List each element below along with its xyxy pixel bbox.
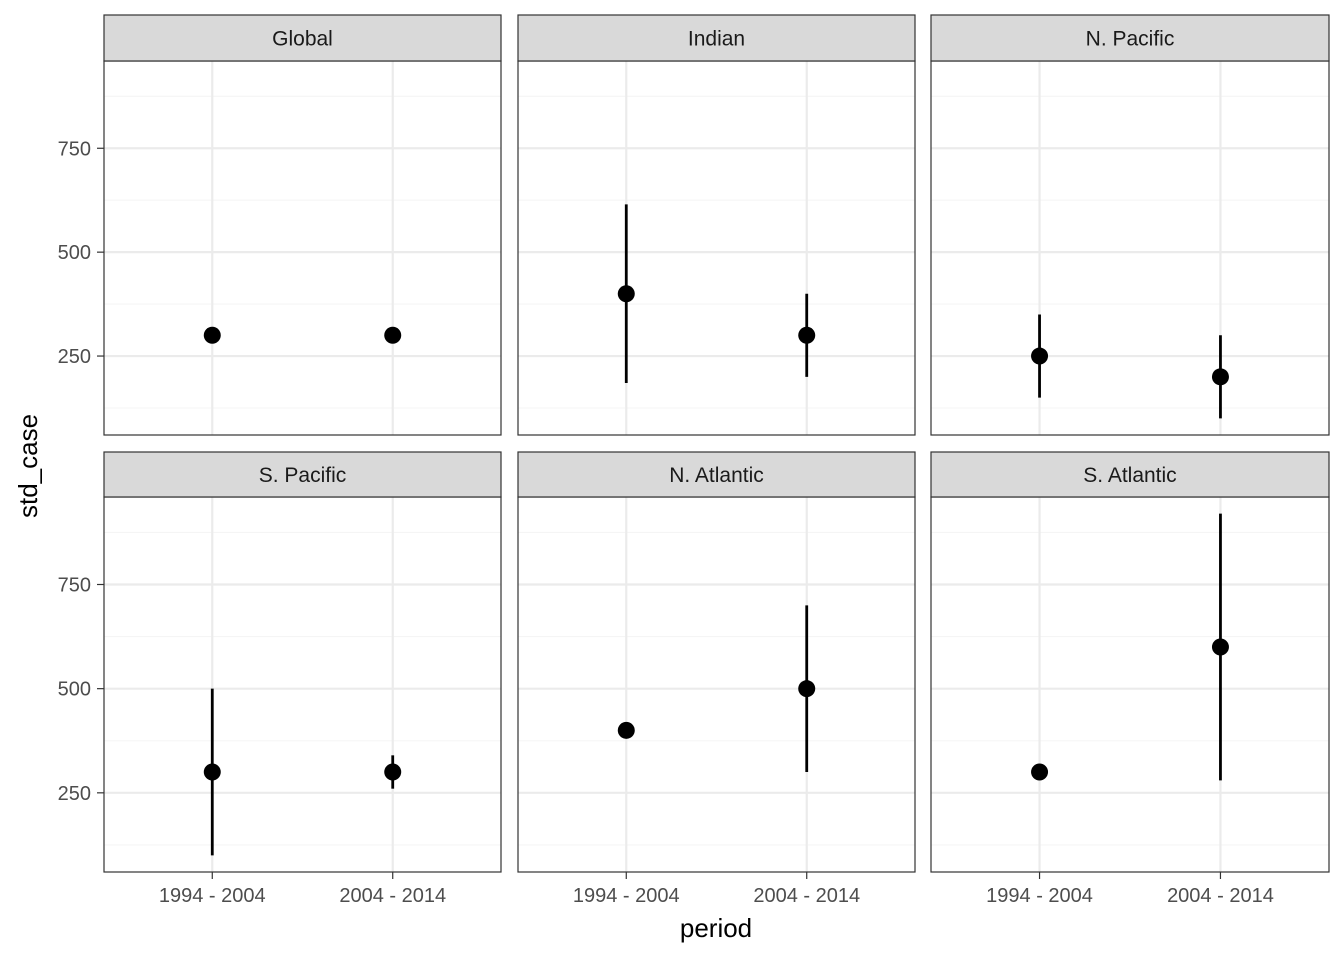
y-axis: 250 500 750 250 500 750 (58, 138, 104, 805)
y-tick-label: 250 (58, 346, 91, 368)
facet-strip (517, 451, 916, 498)
facet-panel-1: Indian (517, 14, 916, 436)
facet-strip-label: Global (272, 28, 333, 51)
data-point (798, 680, 816, 698)
facet-strip-label: Indian (688, 28, 745, 51)
y-tick-label: 750 (58, 575, 91, 597)
facet-strip (930, 14, 1330, 62)
data-point (384, 763, 402, 781)
facet-strip-label: S. Atlantic (1083, 464, 1176, 487)
x-tick-label: 1994 - 2004 (573, 885, 680, 907)
panel-background (104, 61, 501, 435)
data-point (617, 285, 635, 303)
x-axis: 1994 - 2004 2004 - 2014 1994 - 2004 2004 - … (159, 872, 1274, 907)
facet-strip-label: N. Pacific (1086, 28, 1175, 51)
data-point (798, 326, 816, 344)
data-point (617, 721, 635, 739)
x-tick-label: 1994 - 2004 (159, 885, 266, 907)
data-point (1031, 347, 1049, 365)
data-point (384, 326, 402, 344)
panel-background (518, 61, 915, 435)
x-tick-label: 1994 - 2004 (986, 885, 1093, 907)
y-axis-title: std_case (13, 414, 43, 518)
facet-panel-2: N. Pacific (930, 14, 1330, 436)
x-tick-label: 2004 - 2014 (339, 885, 446, 907)
x-tick-label: 2004 - 2014 (1167, 885, 1274, 907)
y-tick-label: 750 (58, 138, 91, 160)
x-tick-label: 2004 - 2014 (753, 885, 860, 907)
facet-panel-0: Global (103, 14, 502, 436)
facet-strip (930, 451, 1330, 498)
panels-layer: Global Indian N. Pacific S. Pacific N. Atlan… (103, 14, 1330, 873)
facet-strip-label: N. Atlantic (669, 464, 764, 487)
y-tick-label: 500 (58, 242, 91, 264)
panel-background (518, 497, 915, 872)
facet-panel-5: S. Atlantic (930, 451, 1330, 873)
panel-background (104, 497, 501, 872)
y-tick-label: 500 (58, 679, 91, 701)
facet-panel-3: S. Pacific (103, 451, 502, 873)
data-point (1211, 368, 1229, 386)
facet-strip-label: S. Pacific (259, 464, 347, 487)
x-axis-title: period (680, 913, 752, 943)
facet-strip (517, 14, 916, 62)
panel-background (931, 61, 1329, 435)
panel-background (931, 497, 1329, 872)
facet-strip (103, 14, 502, 62)
data-point (1211, 638, 1229, 656)
data-point (203, 326, 221, 344)
y-tick-label: 250 (58, 783, 91, 805)
data-point (203, 763, 221, 781)
facet-strip (103, 451, 502, 498)
data-point (1031, 763, 1049, 781)
facet-panel-4: N. Atlantic (517, 451, 916, 873)
